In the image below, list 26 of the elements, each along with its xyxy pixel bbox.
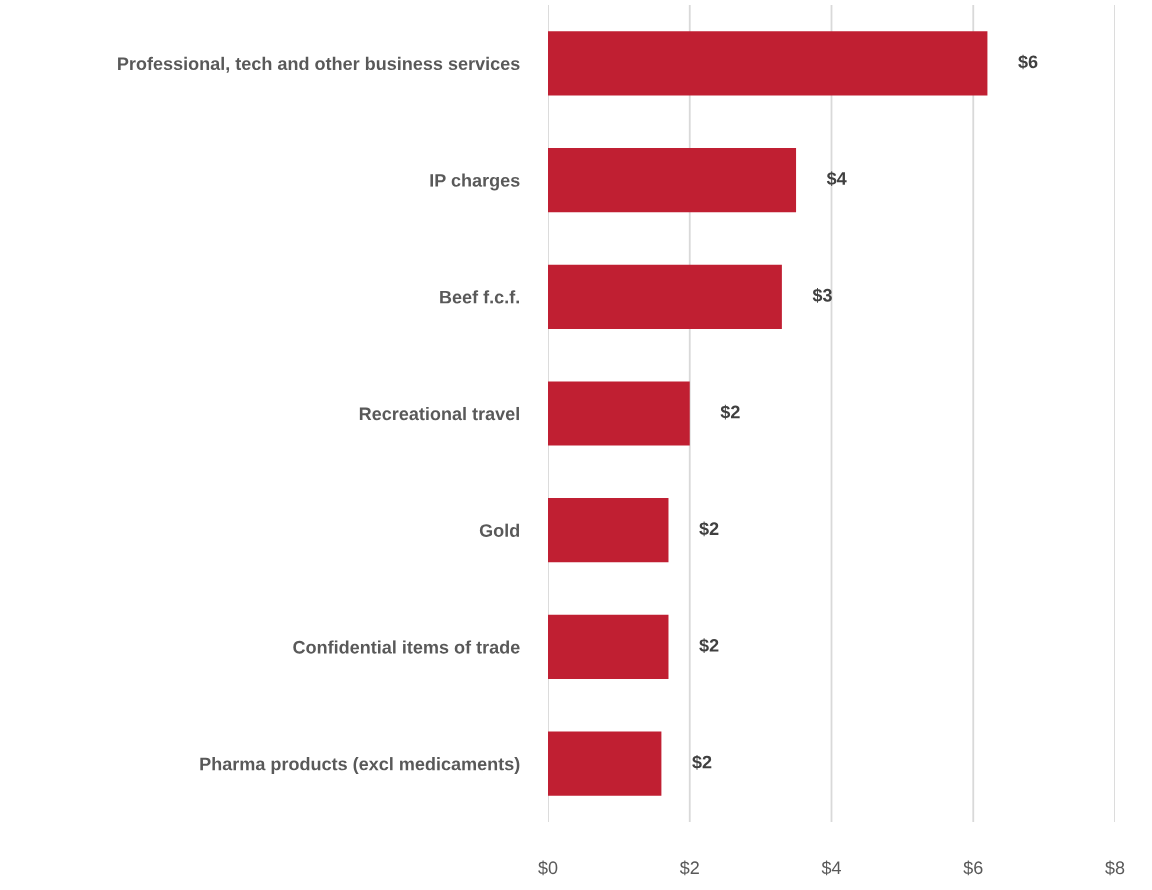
bar xyxy=(548,381,690,446)
data-label: $6 xyxy=(1018,54,1038,70)
bar xyxy=(548,614,669,680)
data-label: $2 xyxy=(699,638,719,653)
data-label: $2 xyxy=(720,404,740,420)
x-tick-label: $4 xyxy=(821,860,842,876)
bar xyxy=(548,731,662,796)
y-tick-label: Beef f.c.f. xyxy=(440,290,519,304)
bar xyxy=(548,147,797,213)
x-tick-label: $6 xyxy=(963,860,983,876)
data-label: $4 xyxy=(826,171,847,187)
data-label: $3 xyxy=(812,288,832,303)
data-label: $2 xyxy=(699,521,719,537)
y-tick-label: IP charges xyxy=(430,173,520,191)
bar xyxy=(548,498,669,563)
bar xyxy=(548,31,988,96)
x-tick-label: $2 xyxy=(679,860,699,876)
y-tick-label: Gold xyxy=(479,523,520,537)
x-tick-label: $8 xyxy=(1105,860,1125,876)
y-tick-label: Recreational travel xyxy=(359,406,519,421)
y-tick-label: Confidential items of trade xyxy=(293,640,520,654)
data-label: $2 xyxy=(692,754,712,770)
y-tick-label: Pharma products (excl medicaments) xyxy=(200,757,520,774)
x-tick-label: $0 xyxy=(538,860,558,876)
bar xyxy=(548,264,782,329)
y-tick-label: Professional, tech and other business services xyxy=(118,56,520,73)
